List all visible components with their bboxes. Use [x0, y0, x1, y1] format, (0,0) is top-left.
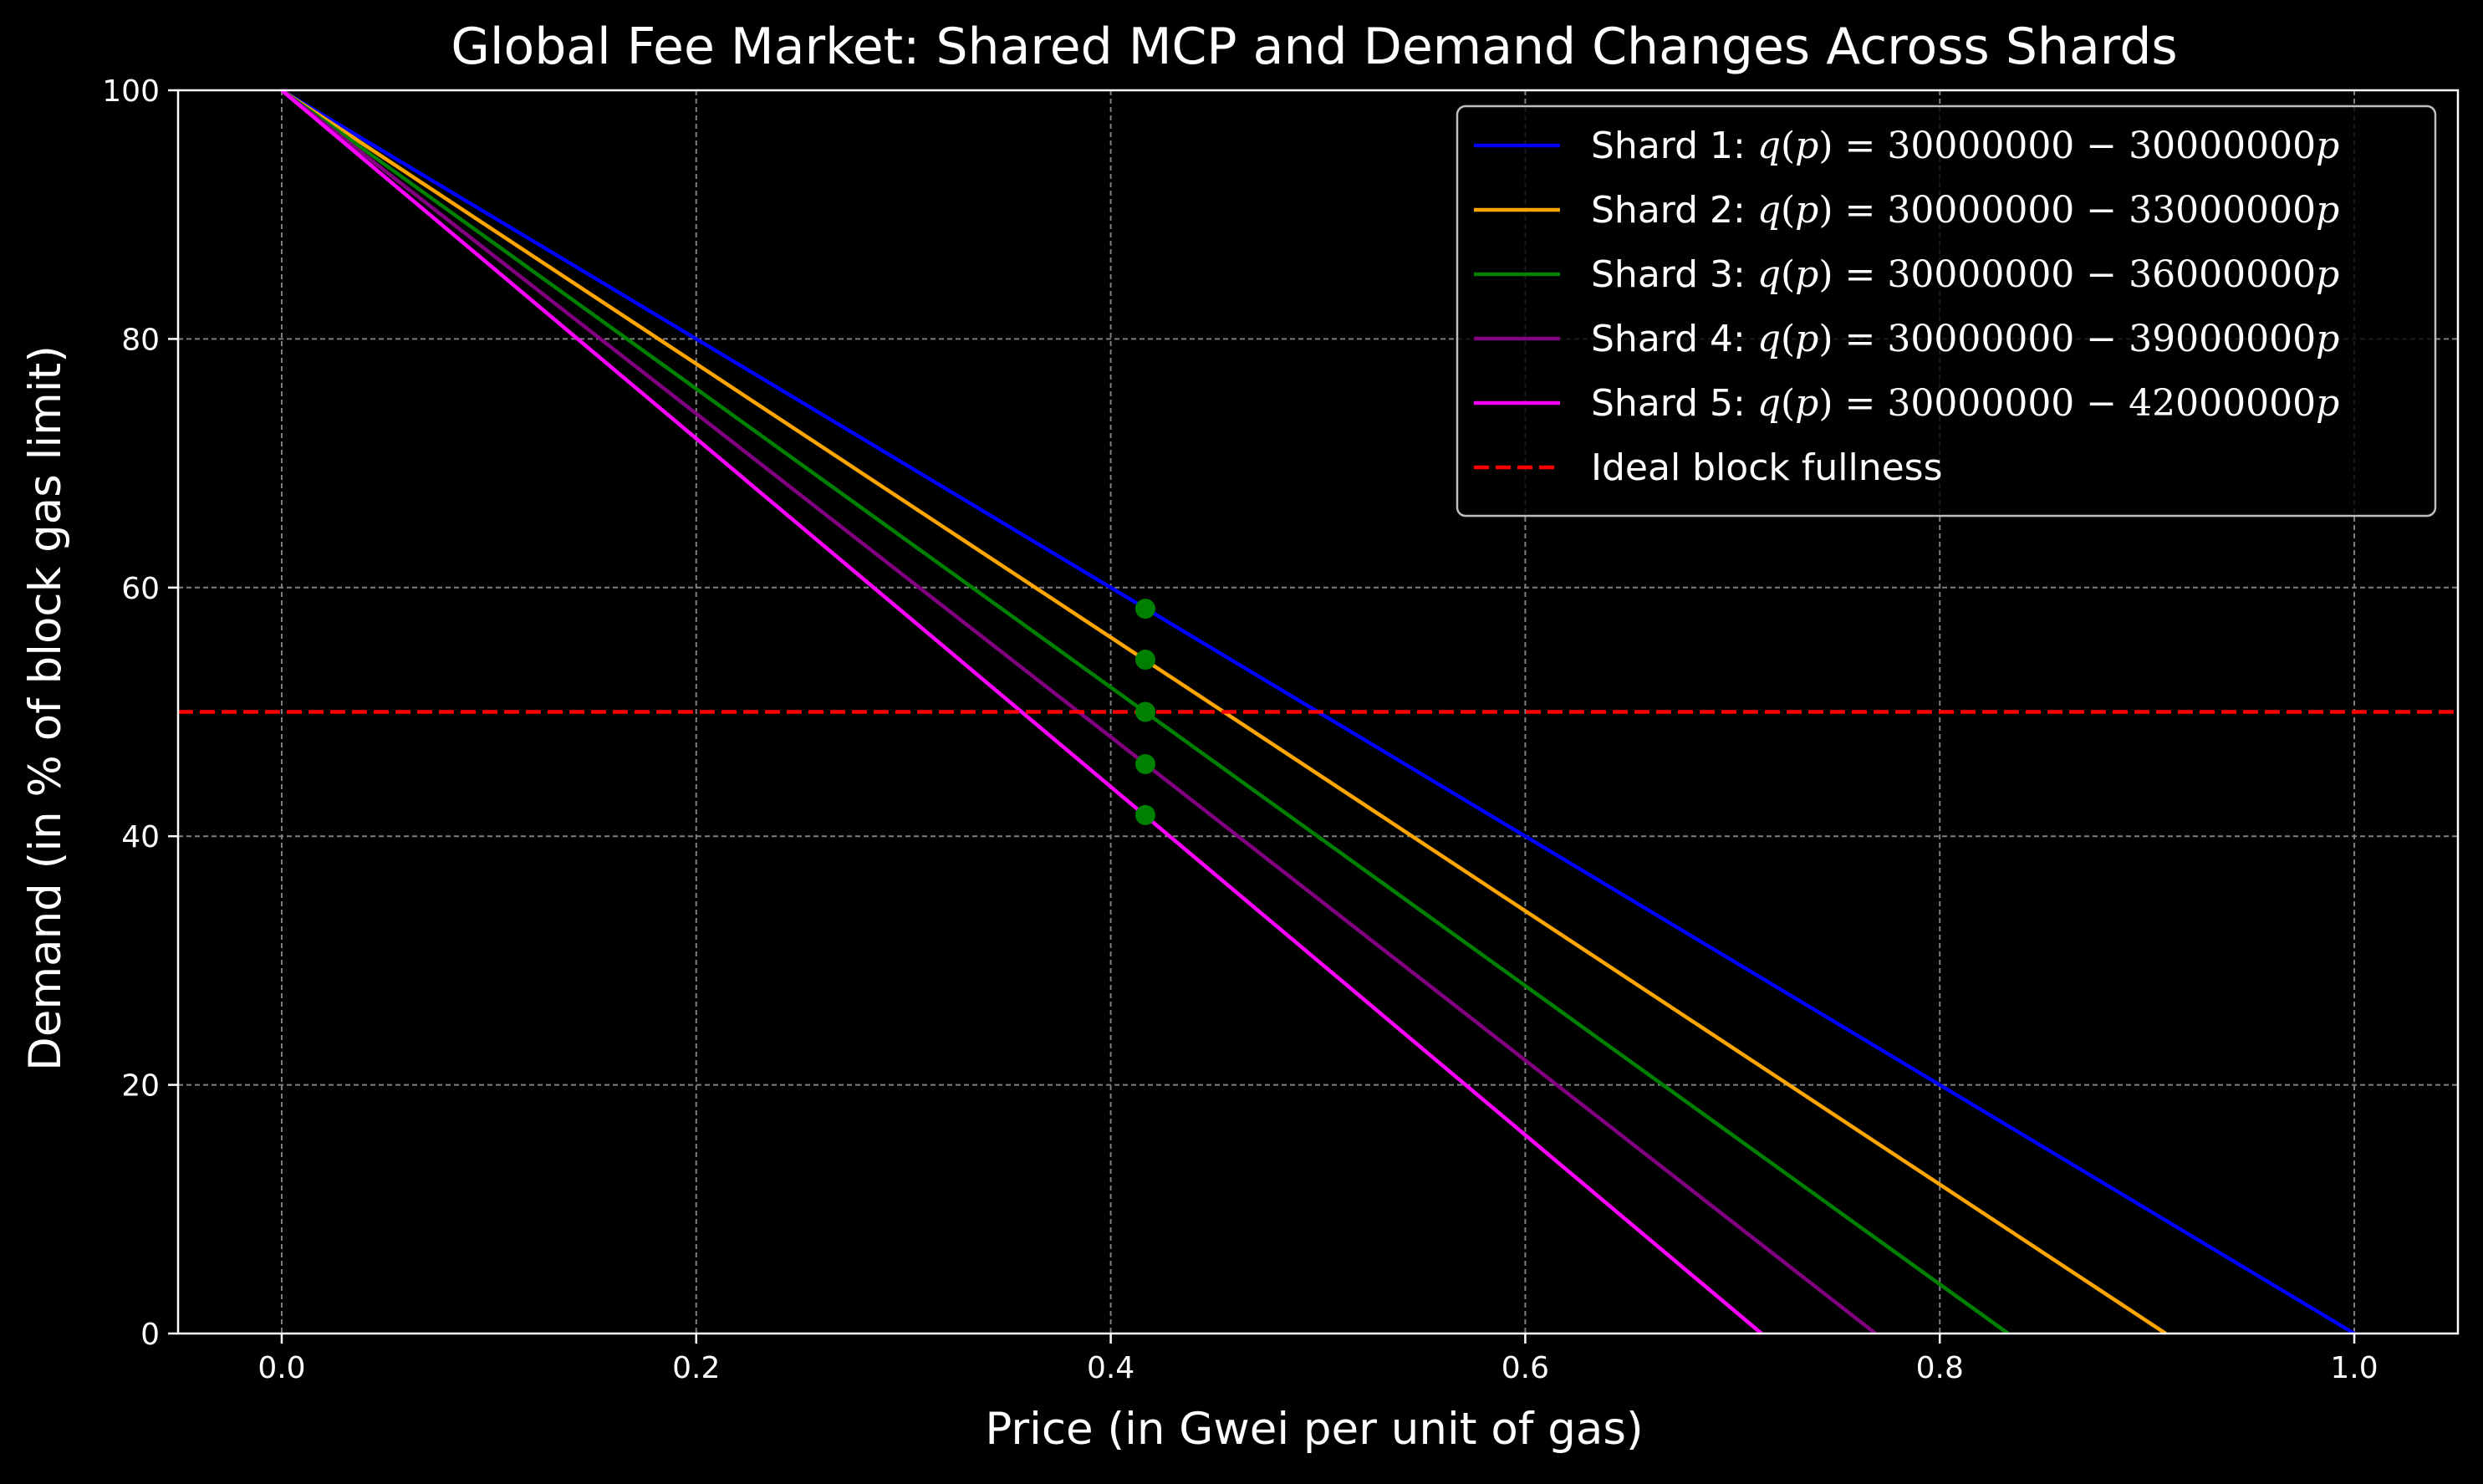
legend: Shard 1: q(p) = 30000000 − 30000000p Shar… [1456, 105, 2437, 518]
y-tick-label-4: 80 [121, 323, 160, 357]
x-tick-label-5: 1.0 [2330, 1351, 2378, 1385]
legend-box [1456, 105, 2437, 518]
legend-label-shard-4: Shard 4: q(p) = 30000000 − 39000000p [1591, 318, 2339, 360]
chart-title: Global Fee Market: Shared MCP and Demand… [451, 18, 2177, 76]
mcp-point-2 [1134, 650, 1155, 671]
mcp-point-5 [1134, 804, 1155, 825]
series-line-shard-5 [280, 89, 1763, 1335]
mcp-point-4 [1134, 753, 1155, 774]
axes: 0.0 0.2 0.4 0.6 0.8 1.0 0 20 40 60 80 100 [102, 74, 2460, 1385]
legend-label-shard-2: Shard 2: q(p) = 30000000 − 33000000p [1591, 189, 2339, 232]
y-tick-label-3: 60 [121, 572, 160, 606]
legend-label-shard-3: Shard 3: q(p) = 30000000 − 36000000p [1591, 253, 2339, 296]
y-axis-label: Demand (in % of block gas limit) [20, 345, 71, 1071]
x-axis-label: Price (in Gwei per unit of gas) [985, 1404, 1643, 1455]
x-tick-label-4: 0.8 [1916, 1351, 1964, 1385]
legend-label-shard-5: Shard 5: q(p) = 30000000 − 42000000p [1591, 382, 2339, 425]
mcp-point-3 [1134, 701, 1155, 722]
axes-frame [176, 89, 2460, 1335]
y-tick-label-0: 0 [140, 1318, 160, 1352]
mcp-points [1134, 599, 1155, 825]
mcp-point-1 [1134, 599, 1155, 620]
legend-label-ideal-fullness: Ideal block fullness [1591, 446, 1943, 489]
y-tick-label-1: 20 [121, 1069, 160, 1104]
y-tick-label-2: 40 [121, 820, 160, 854]
x-tick-label-2: 0.4 [1087, 1351, 1134, 1385]
y-tick-label-5: 100 [102, 74, 160, 109]
x-tick-label-3: 0.6 [1502, 1351, 1549, 1385]
legend-label-shard-1: Shard 1: q(p) = 30000000 − 30000000p [1591, 125, 2339, 167]
x-tick-label-0: 0.0 [257, 1351, 305, 1385]
x-tick-label-1: 0.2 [672, 1351, 720, 1385]
